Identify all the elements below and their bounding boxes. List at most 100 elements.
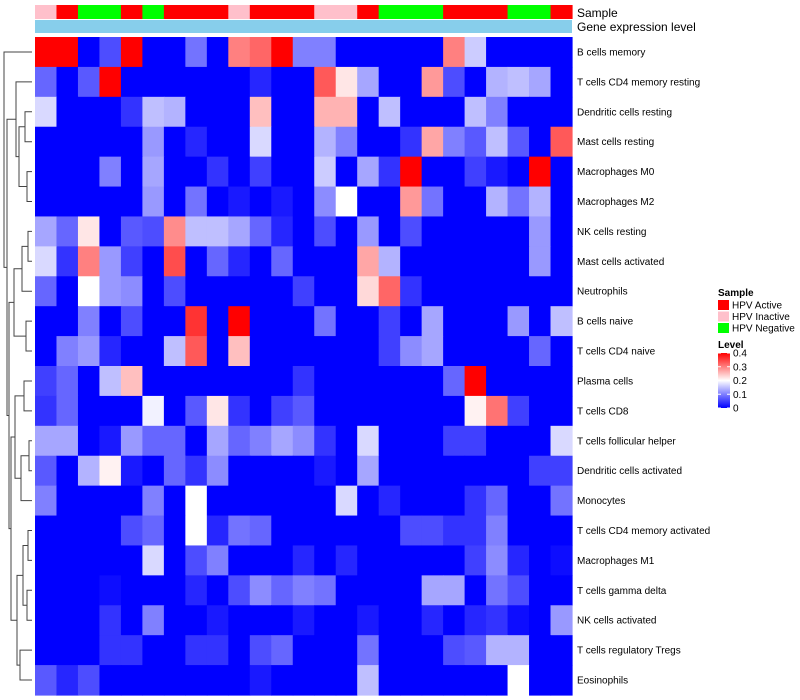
heatmap-cell (443, 246, 466, 277)
heatmap-cell (142, 126, 165, 158)
heatmap-cell (142, 186, 165, 218)
heatmap-cell (35, 665, 58, 696)
heatmap-cell (292, 575, 315, 606)
heatmap-cell (249, 306, 272, 337)
heatmap-cell (507, 515, 530, 547)
row-label: Macrophages M1 (577, 556, 655, 567)
heatmap-cell (335, 186, 358, 218)
heatmap-cell (163, 306, 186, 337)
heatmap-cell (185, 665, 208, 696)
heatmap-cell (228, 186, 251, 218)
heatmap-cell (228, 216, 251, 247)
heatmap-cell (185, 336, 208, 367)
heatmap-cell (486, 186, 509, 218)
legend-tick-label: 0.3 (733, 362, 747, 373)
heatmap-cell (529, 635, 552, 666)
heatmap-cell (550, 306, 573, 337)
heatmap-cell (163, 37, 186, 68)
heatmap-cell (335, 485, 358, 517)
row-label: T cells CD4 memory activated (577, 526, 710, 537)
sample-annotation-cell (35, 5, 58, 19)
heatmap-cell (357, 455, 380, 487)
heatmap-cell (56, 605, 79, 636)
heatmap-cell (120, 605, 143, 636)
legend-sample-title: Sample (718, 288, 754, 299)
heatmap-cell (271, 635, 294, 666)
heatmap-cell (357, 635, 380, 666)
heatmap-cell (56, 306, 79, 337)
heatmap-cell (206, 366, 229, 397)
heatmap-cell (56, 216, 79, 247)
heatmap-cell (400, 665, 423, 696)
heatmap-cell (335, 665, 358, 696)
heatmap-cell (35, 395, 58, 427)
heatmap-cell (120, 246, 143, 277)
heatmap-cell (271, 66, 294, 98)
heatmap-cell (163, 246, 186, 277)
sample-annotation-cell (400, 5, 423, 19)
heatmap-cell (357, 186, 380, 218)
row-label: NK cells resting (577, 227, 646, 238)
heatmap-cell (314, 126, 337, 158)
heatmap-cell (464, 545, 487, 576)
heatmap-cell (120, 216, 143, 247)
heatmap-cell (271, 395, 294, 427)
heatmap-cell (550, 635, 573, 666)
heatmap-cell (142, 545, 165, 576)
sample-annotation-cell (550, 5, 573, 19)
heatmap-cell (228, 545, 251, 576)
heatmap-cell (56, 96, 79, 128)
heatmap-cell (163, 276, 186, 307)
heatmap-cell (335, 66, 358, 98)
heatmap-cell (271, 336, 294, 367)
heatmap-cell (142, 246, 165, 277)
heatmap-cell (35, 306, 58, 337)
heatmap-cell (357, 306, 380, 337)
heatmap-cell (163, 216, 186, 247)
heatmap-cell (99, 665, 122, 696)
heatmap-cell (443, 395, 466, 427)
heatmap-cell (99, 276, 122, 307)
heatmap-cell (292, 96, 315, 128)
heatmap-cell (507, 545, 530, 576)
heatmap-cell (464, 186, 487, 218)
heatmap-cell (56, 66, 79, 98)
heatmap-cell (206, 515, 229, 547)
heatmap-cell (228, 366, 251, 397)
heatmap-cell (357, 425, 380, 457)
heatmap-cell (185, 186, 208, 218)
heatmap-cell (35, 37, 58, 68)
heatmap-cell (378, 545, 401, 576)
heatmap-cell (206, 485, 229, 517)
heatmap-cell (163, 395, 186, 427)
heatmap-cell (486, 575, 509, 606)
heatmap-cell (378, 635, 401, 666)
heatmap-cell (314, 455, 337, 487)
heatmap-cell (292, 545, 315, 576)
row-label: T cells gamma delta (577, 586, 667, 597)
heatmap-cell (550, 665, 573, 696)
heatmap-cell (529, 126, 552, 158)
heatmap-cell (206, 635, 229, 666)
heatmap-cell (400, 605, 423, 636)
heatmap-cell (185, 455, 208, 487)
heatmap-cell (271, 665, 294, 696)
legend-sample-label: HPV Active (732, 301, 782, 312)
sample-annotation-cell (486, 5, 509, 19)
heatmap-cell (185, 366, 208, 397)
heatmap-cell (400, 156, 423, 188)
heatmap-cell (443, 276, 466, 307)
heatmap-cell (357, 515, 380, 547)
heatmap-cell (77, 515, 101, 547)
heatmap-cell (292, 276, 315, 307)
dendrogram-branch (10, 436, 17, 621)
heatmap-cell (292, 246, 315, 277)
heatmap-cell (77, 455, 101, 487)
heatmap-cell (120, 545, 143, 576)
heatmap-cell (292, 485, 315, 517)
heatmap-cell (464, 37, 487, 68)
heatmap-cell (443, 425, 466, 457)
sample-annotation-cell (378, 5, 401, 19)
legend-tick-label: 0.2 (733, 376, 747, 387)
heatmap-cell (378, 395, 401, 427)
